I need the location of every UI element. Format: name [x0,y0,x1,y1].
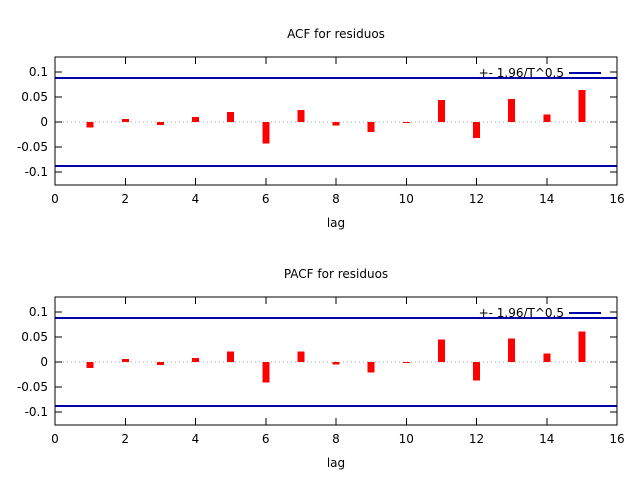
bar-lag-7 [297,110,305,122]
pacf-xaxis-label: lag [326,456,346,470]
bar-lag-9 [367,122,375,132]
x-tick-label: 4 [192,192,200,206]
bar-lag-1 [86,122,94,128]
bar-lag-13 [508,99,516,122]
bar-lag-15 [578,90,586,122]
bar-lag-3 [156,362,164,365]
bar-lag-12 [473,362,480,381]
x-tick-label: 0 [51,192,59,206]
x-tick-label: 4 [192,432,200,446]
x-tick-label: 10 [399,192,414,206]
bar-lag-6 [262,362,270,383]
y-tick-label: -0.05 [17,380,48,394]
x-tick-label: 2 [121,192,129,206]
bar-lag-4 [192,358,199,362]
x-tick-label: 14 [539,432,554,446]
bar-lag-14 [543,353,551,362]
bar-lag-9 [367,362,375,373]
x-tick-label: 12 [469,192,484,206]
bar-lag-5 [227,351,235,362]
x-tick-label: 10 [399,432,414,446]
acf-chart: ACF for residuos 0 2 4 6 8 10 12 14 16 0.1 0.05 0 -0… [17,27,625,230]
y-tick-label: -0.1 [25,165,48,179]
x-tick-label: 6 [262,432,270,446]
bar-lag-2 [121,119,129,122]
bar-lag-4 [192,117,199,122]
bar-lag-8 [332,362,340,365]
x-tick-label: 8 [332,432,340,446]
pacf-chart-title: PACF for residuos [283,267,389,281]
bar-lag-14 [543,114,551,122]
x-tick-label: 14 [539,192,554,206]
x-tick-label: 16 [609,192,624,206]
acf-plot: 0 2 4 6 8 10 12 14 16 0.1 0.05 0 -0.05 -0.1 +- 1.96/T^… [17,56,625,206]
bar-lag-7 [297,351,305,362]
legend-label: +- 1.96/T^0.5 [479,66,564,80]
bar-lag-1 [86,362,94,368]
x-tick-label: 12 [469,432,484,446]
x-tick-label: 6 [262,192,270,206]
pacf-plot: 0 2 4 6 8 10 12 14 16 0.1 0.05 0 -0.05 -0.1 +- 1.96/T^… [17,296,625,446]
bar-lag-10 [402,122,410,123]
bar-lag-12 [473,122,480,138]
bar-lag-15 [578,331,586,362]
bar-lag-11 [437,100,445,122]
x-tick-label: 16 [609,432,624,446]
y-tick-label: 0 [40,115,48,129]
x-tick-label: 2 [121,432,129,446]
y-tick-label: 0.05 [21,90,48,104]
pacf-chart: PACF for residuos 0 2 4 6 8 10 12 14 16 0.1 0.05 0-… [0,240,640,480]
y-tick-label: -0.05 [17,140,48,154]
bar-lag-2 [121,359,129,362]
y-tick-label: 0 [40,355,48,369]
y-tick-label: 0.05 [21,330,48,344]
y-tick-label: 0.1 [29,305,48,319]
x-tick-label: 8 [332,192,340,206]
bar-lag-3 [156,122,164,125]
bar-lag-11 [437,339,445,362]
bar-lag-8 [332,122,340,126]
legend-label: +- 1.96/T^0.5 [479,306,564,320]
y-tick-label: -0.1 [25,405,48,419]
bar-lag-5 [227,112,235,122]
y-tick-label: 0.1 [29,65,48,79]
bar-lag-13 [508,338,516,362]
acf-xaxis-label: lag [326,216,346,230]
bar-lag-10 [402,362,410,363]
x-tick-label: 0 [51,432,59,446]
acf-chart-title: ACF for residuos [287,27,385,41]
bar-lag-6 [262,122,270,144]
